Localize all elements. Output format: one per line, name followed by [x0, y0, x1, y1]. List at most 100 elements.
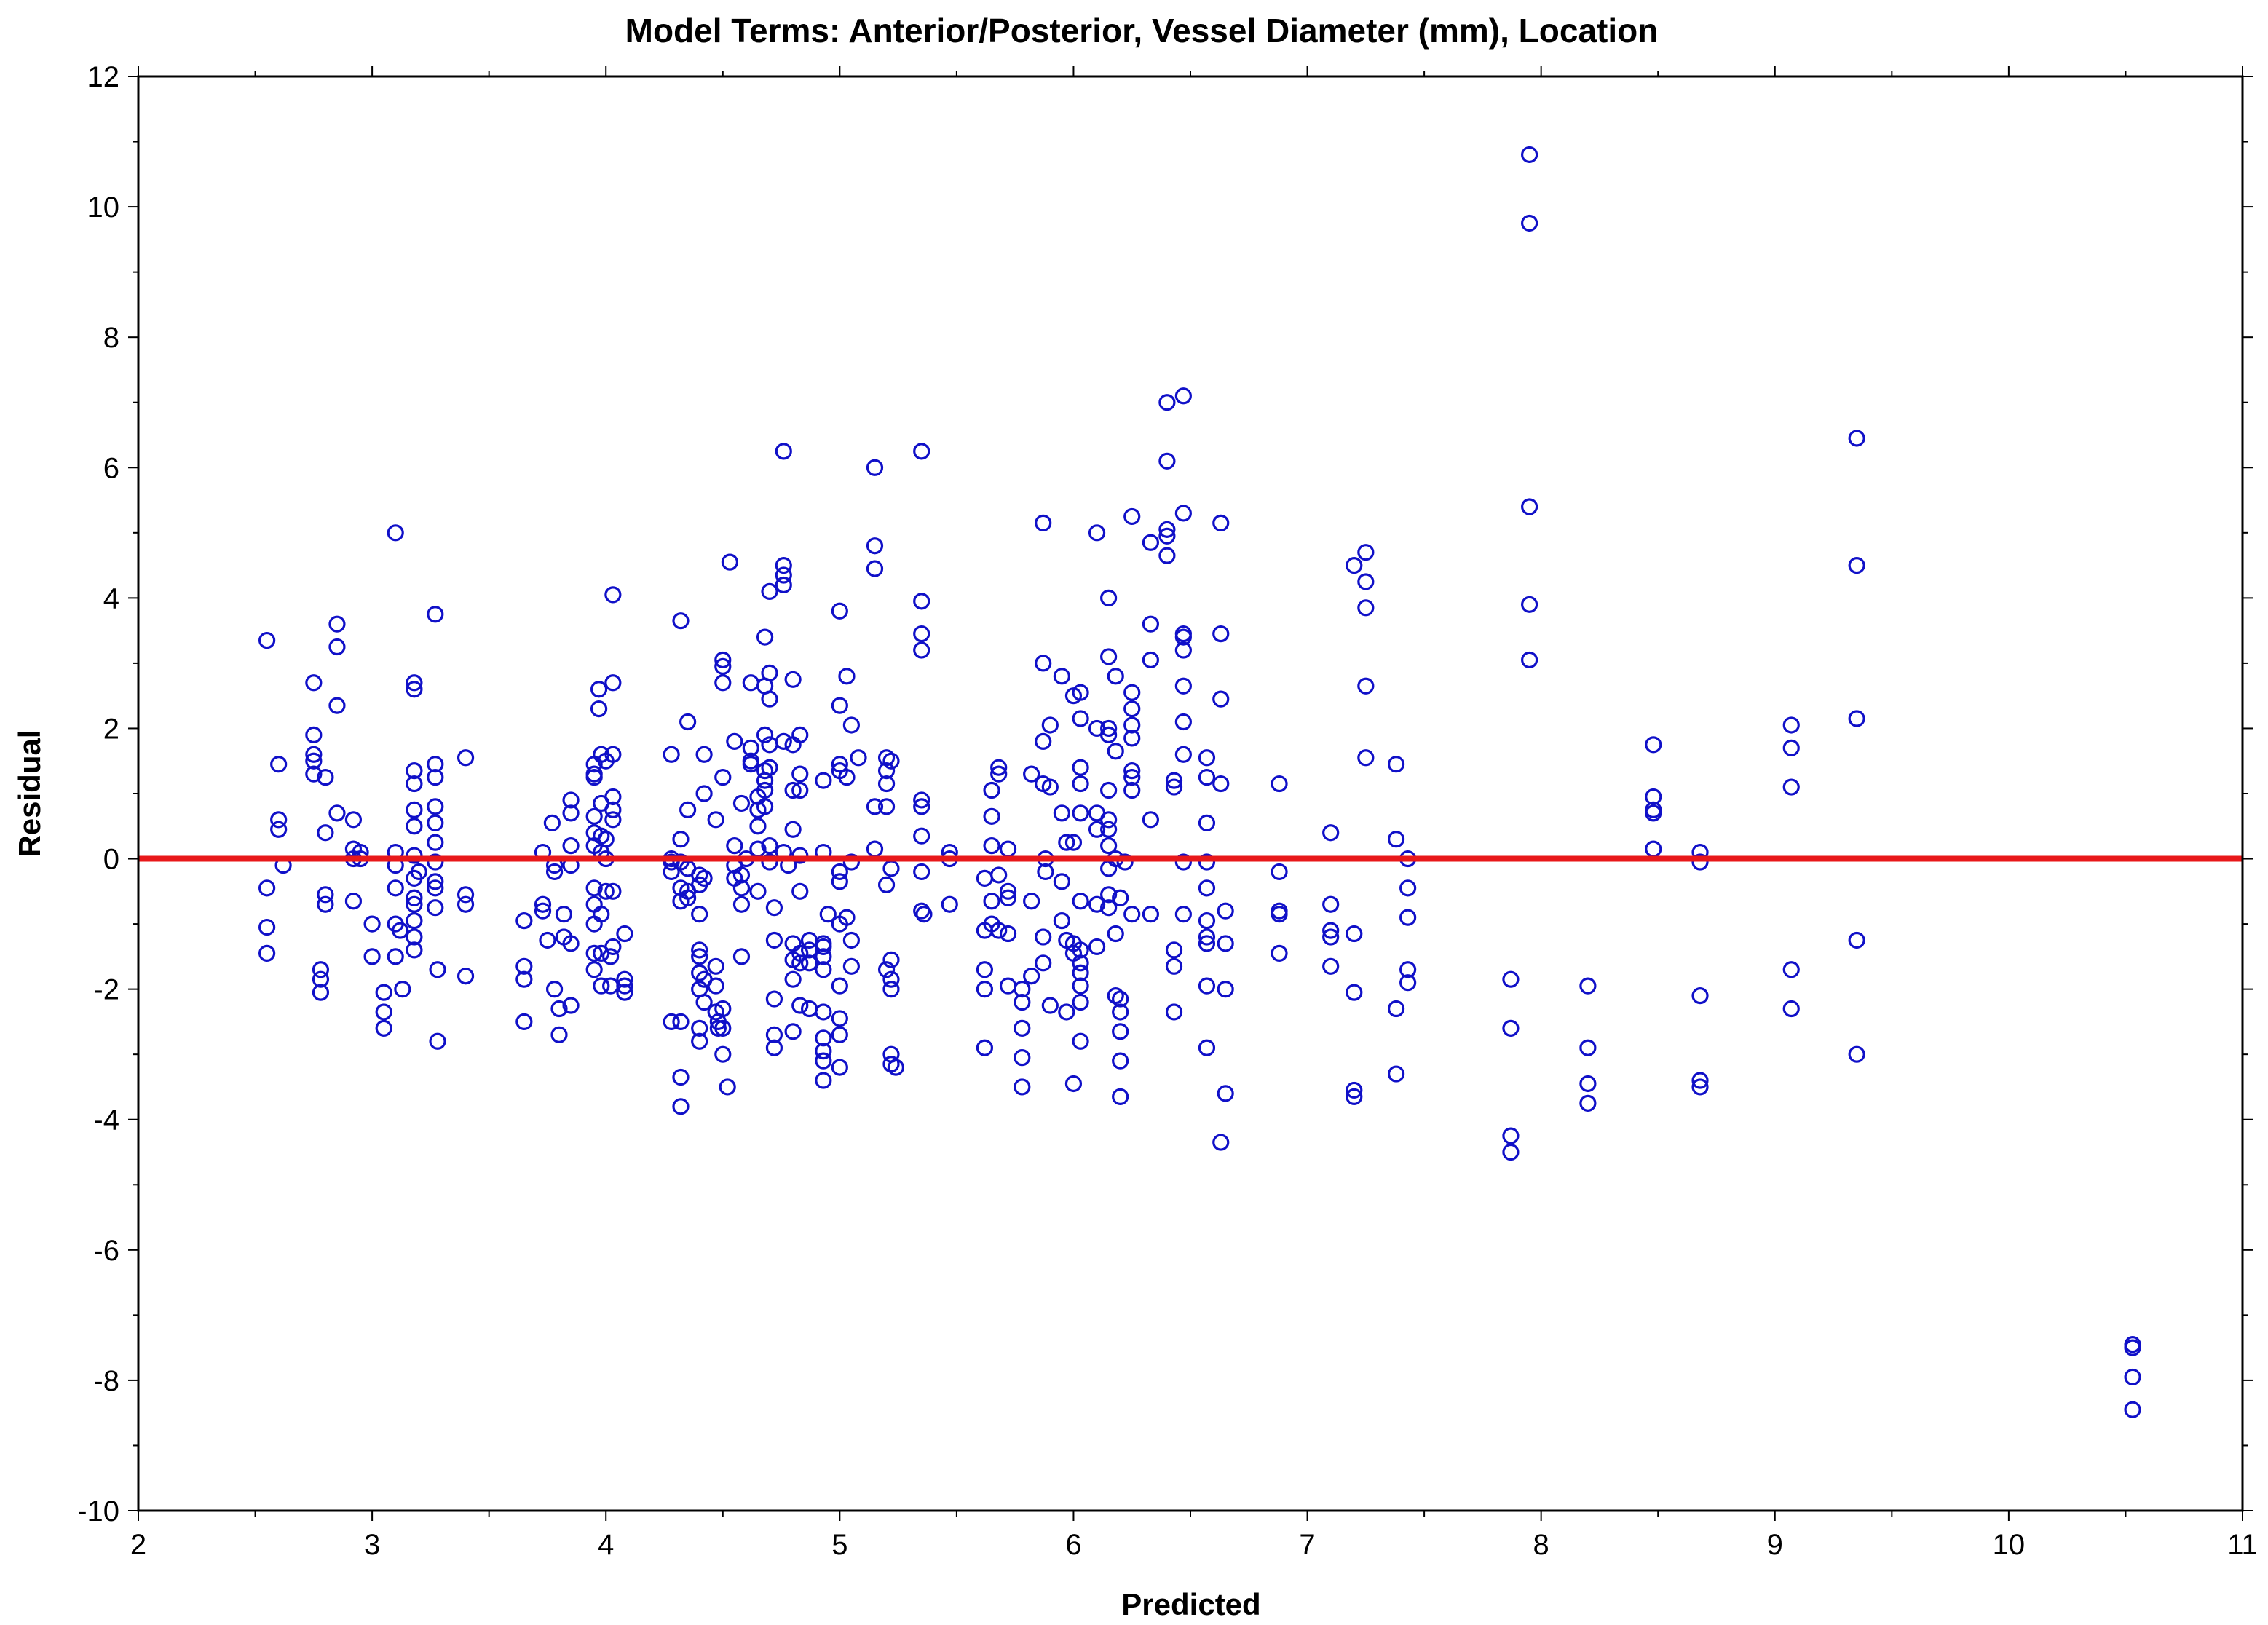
data-point [882, 951, 900, 968]
data-point [999, 889, 1017, 906]
data-point [672, 1098, 690, 1115]
data-point [791, 847, 809, 864]
data-point [815, 1029, 832, 1047]
data-point [691, 906, 708, 923]
chart-title: Model Terms: Anterior/Posterior, Vessel … [625, 12, 1659, 50]
data-point [1217, 981, 1234, 998]
data-point [1158, 452, 1176, 470]
data-point [1035, 928, 1052, 946]
data-point [831, 697, 848, 714]
data-point [1058, 1003, 1075, 1021]
data-point [545, 863, 564, 881]
data-point [877, 961, 896, 978]
data-point [1072, 684, 1089, 701]
data-point [562, 804, 580, 822]
data-point [756, 798, 774, 815]
data-point [775, 576, 792, 594]
data-point [406, 847, 423, 864]
data-point [941, 895, 958, 913]
data-point [663, 746, 680, 763]
data-point [913, 791, 930, 809]
data-point [616, 984, 633, 1001]
x-tick-label: 5 [831, 1529, 847, 1561]
data-point [976, 981, 994, 998]
data-point [1072, 804, 1089, 822]
data-point [1271, 863, 1288, 881]
data-point [1271, 906, 1288, 923]
data-point [707, 811, 724, 829]
data-point [258, 918, 276, 936]
data-point [983, 781, 1000, 799]
data-point [1100, 886, 1118, 904]
data-point [534, 902, 552, 920]
data-point [672, 1068, 690, 1086]
x-tick-label: 6 [1065, 1529, 1081, 1561]
data-point [1174, 713, 1192, 731]
data-point [1035, 514, 1052, 531]
axis-ticks: 2 3 4 5 6 7 8 9 10 11 -10 -8 -6 -4 -2 0 2 4 6 8 10 12 [77, 61, 2258, 1561]
data-point [604, 938, 622, 956]
data-point [1100, 719, 1118, 738]
data-point [406, 818, 423, 835]
data-point [831, 977, 848, 995]
data-point [427, 798, 444, 815]
data-point [784, 1023, 802, 1040]
data-point [815, 1003, 832, 1021]
data-point [672, 831, 690, 848]
data-point [831, 1059, 848, 1076]
data-point [1123, 684, 1141, 701]
data-point [679, 801, 697, 818]
data-point [1053, 873, 1070, 890]
data-point [1346, 1081, 1363, 1099]
data-point [976, 961, 994, 978]
data-point [1357, 677, 1375, 695]
data-point [1782, 739, 1800, 756]
data-point [1142, 811, 1160, 829]
x-tick-label: 7 [1299, 1529, 1315, 1561]
data-point [1112, 889, 1129, 906]
data-point [1023, 893, 1040, 910]
data-point [831, 863, 848, 881]
data-point [663, 853, 680, 871]
data-point [1782, 716, 1800, 734]
data-point [1387, 831, 1405, 848]
data-point [1174, 853, 1192, 871]
data-point [691, 1019, 708, 1037]
data-point [815, 961, 832, 978]
data-point [1645, 788, 1662, 806]
data-point [1346, 925, 1363, 943]
data-point [1023, 968, 1040, 985]
data-point [1041, 997, 1059, 1014]
data-point [761, 664, 778, 681]
y-axis-label: Residual [12, 730, 47, 857]
data-point [1112, 1052, 1129, 1070]
data-point [749, 882, 767, 900]
data-point [1848, 710, 1865, 727]
data-point [842, 716, 860, 734]
data-point [913, 443, 930, 460]
data-point [1165, 778, 1183, 796]
data-point [913, 827, 930, 845]
data-point [406, 762, 423, 780]
data-point [1053, 668, 1070, 685]
x-tick-label: 11 [2227, 1529, 2258, 1561]
data-point [1848, 430, 1865, 447]
data-point [1107, 925, 1124, 943]
data-point [427, 769, 444, 786]
data-point [1158, 547, 1176, 564]
data-point [990, 759, 1008, 776]
data-point [375, 984, 392, 1001]
x-tick-label: 4 [598, 1529, 614, 1561]
data-point [784, 671, 802, 688]
data-point [1072, 977, 1089, 995]
data-point [1198, 853, 1216, 871]
data-point [1399, 961, 1417, 978]
data-point [1035, 655, 1052, 672]
data-point [695, 869, 713, 887]
data-point [1072, 941, 1089, 959]
data-point [406, 801, 423, 818]
data-point [1399, 974, 1417, 992]
data-point [616, 977, 633, 995]
data-point [877, 798, 896, 815]
data-point [593, 906, 610, 923]
